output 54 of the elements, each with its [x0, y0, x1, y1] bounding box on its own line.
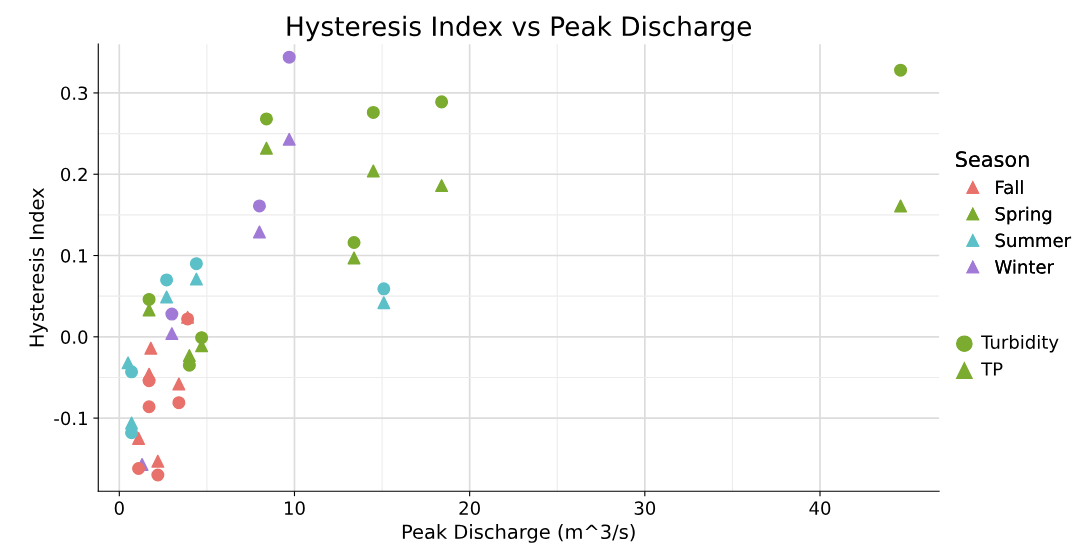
- y-tick-label: -0.1: [54, 411, 87, 426]
- point: [125, 365, 139, 379]
- point: [282, 50, 296, 64]
- point: [189, 257, 203, 271]
- point: [435, 95, 449, 109]
- point: [160, 273, 174, 287]
- point: [142, 400, 156, 414]
- point: [151, 454, 165, 468]
- point: [894, 199, 908, 213]
- point: [172, 377, 186, 391]
- point: [366, 105, 380, 119]
- point: [377, 296, 391, 310]
- x-tick-label: 10: [284, 501, 305, 515]
- y-tick-label: 0.3: [61, 86, 88, 101]
- y-axis-title: Hysteresis Index: [28, 187, 48, 347]
- point: [142, 292, 156, 306]
- point: [144, 341, 158, 355]
- legend-title: Season: [956, 151, 1029, 168]
- point: [189, 272, 203, 286]
- text: TP: [981, 362, 1003, 376]
- point: [252, 199, 266, 213]
- point: [347, 236, 361, 250]
- point: [282, 132, 296, 146]
- x-tick-label: 30: [634, 501, 656, 515]
- point: [252, 225, 266, 239]
- legend-label: Fall: [996, 180, 1023, 195]
- point: [259, 112, 273, 126]
- point: [160, 290, 174, 304]
- point: [195, 331, 209, 345]
- y-tick-label: 0.2: [61, 167, 87, 182]
- point: [366, 164, 380, 178]
- point: [259, 141, 273, 155]
- y-tick-label: 0.1: [61, 248, 87, 263]
- legend-label: Summer: [995, 233, 1072, 248]
- x-tick-label: 20: [459, 501, 480, 515]
- y-tick-label: 0.0: [61, 330, 88, 344]
- point: [142, 374, 156, 388]
- point: [142, 303, 156, 317]
- legend-label: Winter: [995, 259, 1054, 274]
- point: [132, 462, 146, 476]
- legend-label: Spring: [995, 206, 1052, 225]
- x-tick-label: 40: [809, 501, 831, 515]
- x-axis-title: Peak Discharge (m^3/s): [402, 524, 635, 543]
- text: Turbidity: [981, 334, 1059, 353]
- chart-title: Hysteresis Index vs Peak Discharge: [287, 15, 752, 42]
- point: [377, 282, 391, 296]
- point: [172, 396, 186, 410]
- point: [165, 327, 179, 341]
- point: [165, 307, 179, 321]
- x-tick-label: 0: [114, 501, 124, 515]
- point: [151, 468, 165, 482]
- point: [894, 63, 908, 77]
- point: [435, 179, 449, 193]
- point: [132, 431, 146, 445]
